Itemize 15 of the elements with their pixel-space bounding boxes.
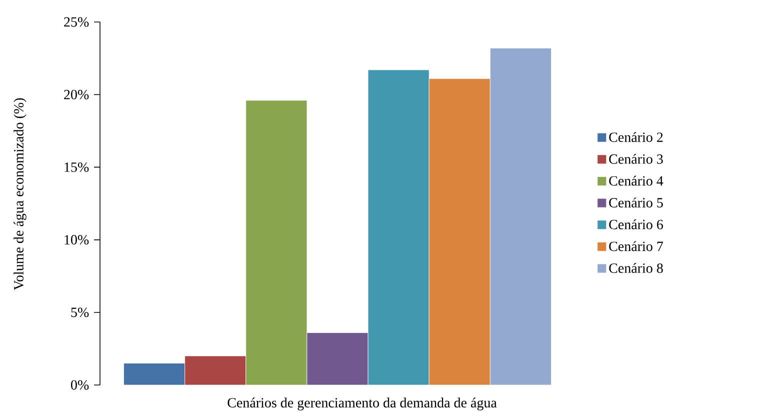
y-tick-label: 20%	[64, 90, 89, 100]
y-tick-label: 0%	[71, 380, 89, 390]
legend-label: Cenário 2	[609, 132, 663, 142]
legend-label: Cenário 8	[609, 263, 663, 273]
y-tick-label: 15%	[64, 162, 89, 172]
y-tick-label: 25%	[64, 17, 89, 27]
y-axis-title: Volume de água economizado (%)	[14, 98, 26, 290]
y-tick-label: 10%	[64, 235, 89, 245]
legend-label: Cenário 7	[609, 241, 663, 252]
legend-label: Cenário 4	[609, 176, 664, 186]
x-axis-title: Cenários de gerenciamento da demanda de água	[228, 398, 497, 410]
legend-label: Cenário 3	[609, 154, 663, 164]
y-tick-label: 5%	[71, 308, 89, 318]
legend-label: Cenário 6	[609, 219, 663, 230]
legend-label: Cenário 5	[609, 198, 663, 208]
